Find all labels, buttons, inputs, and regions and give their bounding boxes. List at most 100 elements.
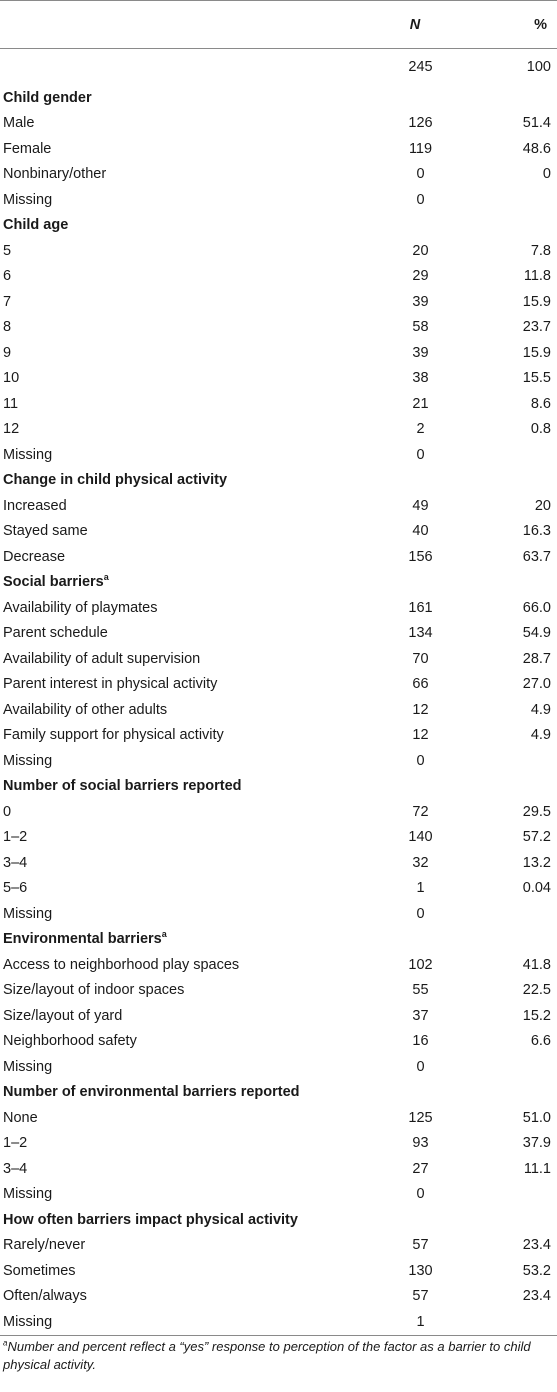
row-percent: 13.2 xyxy=(522,854,551,871)
section-title: Child gender xyxy=(0,85,373,111)
row-label: Parent schedule xyxy=(3,625,108,642)
row-label: 1–2 xyxy=(3,829,28,846)
footnote-ref: a xyxy=(161,929,167,940)
footnote-marker: a xyxy=(3,1338,8,1348)
row-percent: 29.5 xyxy=(522,803,551,820)
row-label: Male xyxy=(3,115,35,132)
section-title-text: How often barriers impact physical activ… xyxy=(3,1211,298,1228)
row-percent: 15.9 xyxy=(522,344,551,361)
section-header-row: Social barriersa xyxy=(0,570,557,596)
table-row: Missing 0 xyxy=(0,1182,557,1208)
table-row: 8 58 23.7 xyxy=(0,315,557,341)
table-row: Neighborhood safety 16 6.6 xyxy=(0,1029,557,1055)
section-n-empty xyxy=(373,468,457,494)
section-header-row: Child gender xyxy=(0,85,557,111)
row-n: 39 xyxy=(412,344,429,361)
section-percent-empty xyxy=(457,570,557,596)
table-row: Missing 1 xyxy=(0,1309,557,1336)
row-percent xyxy=(457,748,557,774)
row-percent: 51.0 xyxy=(522,1109,551,1126)
table-row: Availability of playmates 161 66.0 xyxy=(0,595,557,621)
row-percent: 23.7 xyxy=(522,319,551,336)
row-label: 12 xyxy=(3,421,20,438)
row-percent: 0.04 xyxy=(522,880,551,897)
section-title-text: Number of social barriers reported xyxy=(3,778,242,795)
table-row: Missing 0 xyxy=(0,442,557,468)
row-label: Access to neighborhood play spaces xyxy=(3,956,240,973)
row-n: 0 xyxy=(416,752,425,769)
row-label: 3–4 xyxy=(3,1160,28,1177)
row-label: Parent interest in physical activity xyxy=(3,676,218,693)
table-row: 5 20 7.8 xyxy=(0,238,557,264)
row-label: Nonbinary/other xyxy=(3,166,107,183)
table-row: Availability of other adults 12 4.9 xyxy=(0,697,557,723)
row-label: Missing xyxy=(3,191,53,208)
table-row: Access to neighborhood play spaces 102 41.… xyxy=(0,952,557,978)
row-n: 39 xyxy=(412,293,429,310)
section-n-empty xyxy=(373,85,457,111)
section-header-row: Change in child physical activity xyxy=(0,468,557,494)
row-label: 9 xyxy=(3,344,12,361)
row-percent: 0.8 xyxy=(530,421,551,438)
row-percent: 41.8 xyxy=(522,956,551,973)
row-percent: 11.8 xyxy=(523,268,551,285)
row-label: Sometimes xyxy=(3,1262,76,1279)
table-row: 0 72 29.5 xyxy=(0,799,557,825)
section-percent-empty xyxy=(457,1080,557,1106)
row-label: Family support for physical activity xyxy=(3,727,224,744)
header-row: N % xyxy=(0,0,557,49)
row-label: Availability of playmates xyxy=(3,599,158,616)
row-n: 40 xyxy=(412,523,429,540)
table-row: Family support for physical activity 12 4.… xyxy=(0,723,557,749)
section-title: Number of environmental barriers reporte… xyxy=(0,1080,373,1106)
section-n-empty xyxy=(373,774,457,800)
section-title: Child age xyxy=(0,213,373,239)
row-percent: 8.6 xyxy=(530,395,551,412)
header-percent: % xyxy=(457,0,557,49)
section-percent-empty xyxy=(457,468,557,494)
table-row: Stayed same 40 16.3 xyxy=(0,519,557,545)
section-title: Social barriersa xyxy=(0,570,373,596)
table-row: Missing 0 xyxy=(0,901,557,927)
row-percent: 15.2 xyxy=(522,1007,551,1024)
row-percent: 28.7 xyxy=(522,650,551,667)
section-title: Number of social barriers reported xyxy=(0,774,373,800)
section-n-empty xyxy=(373,1207,457,1233)
section-title: How often barriers impact physical activ… xyxy=(0,1207,373,1233)
row-n: 29 xyxy=(412,268,429,285)
section-percent-empty xyxy=(457,1207,557,1233)
row-label: Often/always xyxy=(3,1288,87,1305)
row-n: 70 xyxy=(412,650,429,667)
total-n: 245 xyxy=(408,59,433,75)
row-n: 134 xyxy=(408,625,433,642)
row-percent: 15.5 xyxy=(522,370,551,387)
row-n: 1 xyxy=(373,1309,457,1336)
row-percent xyxy=(457,901,557,927)
row-percent: 27.0 xyxy=(522,676,551,693)
table-body: 245 100 Child gender Male 126 51.4 Female 119… xyxy=(0,49,557,1336)
row-label: None xyxy=(3,1109,38,1126)
row-percent: 57.2 xyxy=(522,829,551,846)
row-percent: 16.3 xyxy=(522,523,551,540)
demographics-table: N % 245 100 Child gender Male 126 51.4 Femal… xyxy=(0,0,557,1336)
row-n: 38 xyxy=(412,370,429,387)
table-row: None 125 51.0 xyxy=(0,1105,557,1131)
section-n-empty xyxy=(373,1080,457,1106)
table-row: Missing 0 xyxy=(0,187,557,213)
row-n: 1 xyxy=(416,880,425,897)
table-row: 6 29 11.8 xyxy=(0,264,557,290)
header-n: N xyxy=(373,0,457,49)
row-n: 49 xyxy=(412,497,429,514)
section-percent-empty xyxy=(457,927,557,953)
row-label: 8 xyxy=(3,319,12,336)
row-n: 126 xyxy=(408,115,433,132)
row-label: Rarely/never xyxy=(3,1237,86,1254)
section-n-empty xyxy=(373,570,457,596)
row-percent: 20 xyxy=(534,497,551,514)
row-label: Neighborhood safety xyxy=(3,1033,137,1050)
section-percent-empty xyxy=(457,213,557,239)
table-row: 12 2 0.8 xyxy=(0,417,557,443)
table-row: Availability of adult supervision 70 28.7 xyxy=(0,646,557,672)
table-row: Missing 0 xyxy=(0,1054,557,1080)
row-label: Missing xyxy=(3,752,53,769)
